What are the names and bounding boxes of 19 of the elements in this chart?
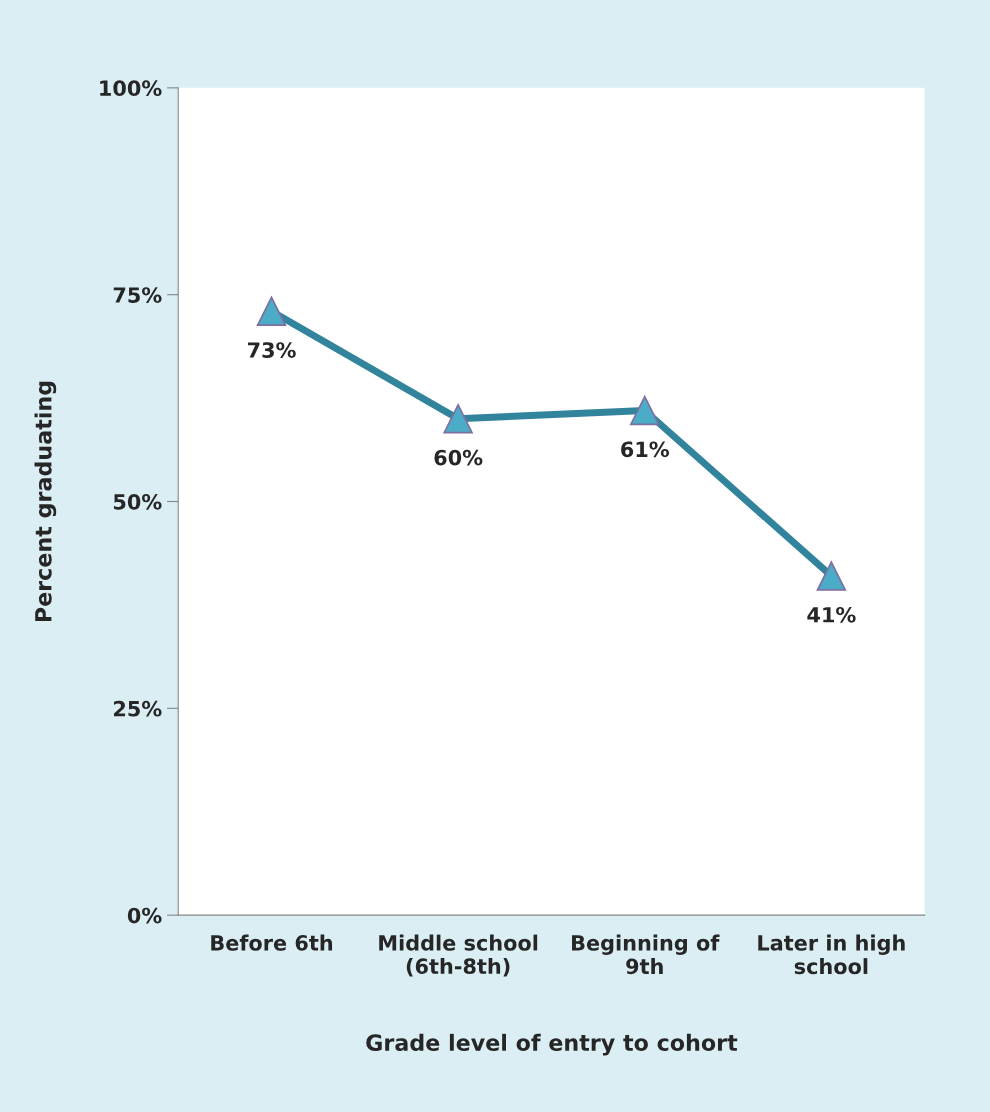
y-tick-label: 25% [114, 700, 162, 717]
point [816, 561, 847, 591]
x-tick-label: Beginning of 9th [572, 934, 720, 975]
point [256, 296, 287, 326]
data-label: 73% [247, 342, 296, 358]
data-label: 41% [807, 606, 856, 623]
data-label: 60% [434, 449, 483, 466]
x-tick-label: Before 6th [211, 934, 333, 951]
x-tick-label: Later in high school [758, 934, 905, 975]
y-tick-label: 50% [113, 493, 162, 510]
y-axis-title: Percent graduating [34, 381, 57, 622]
y-tick-label: 75% [113, 287, 162, 303]
y-tick-label: 100% [100, 80, 162, 97]
y-tick-label: 0% [127, 907, 162, 924]
x-axis-title: Grade level of entry to cohort [366, 1033, 738, 1056]
point [630, 395, 660, 426]
point [443, 404, 473, 434]
x-tick-label: Middle school (6th-8th) [379, 934, 538, 977]
data-label: 61% [621, 441, 670, 458]
